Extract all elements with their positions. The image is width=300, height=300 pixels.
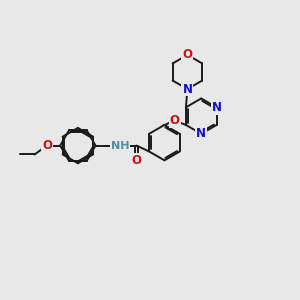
Text: O: O <box>182 48 192 62</box>
Text: O: O <box>131 154 142 167</box>
Text: N: N <box>182 82 192 95</box>
Text: NH: NH <box>111 141 130 151</box>
Text: N: N <box>196 127 206 140</box>
Text: N: N <box>212 101 221 114</box>
Text: O: O <box>170 114 180 127</box>
Text: O: O <box>42 139 52 152</box>
